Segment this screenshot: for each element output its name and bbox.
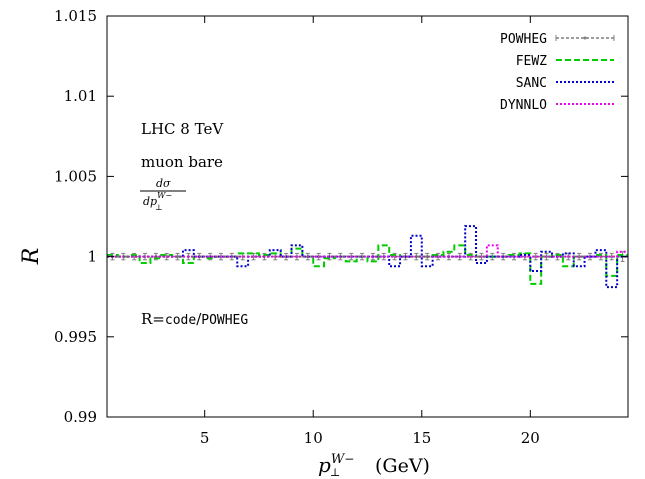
legend-label-sanc: SANC [516, 76, 547, 91]
legend-item-powheg: POWHEG [500, 32, 615, 47]
plot-frame [106, 15, 629, 418]
x-axis-label: pW− ⊥ (GeV) [318, 452, 430, 479]
annotation-selection: muon bare [141, 153, 223, 171]
legend-swatch-point [583, 36, 587, 40]
data-point [610, 255, 614, 258]
annotation-frac-numerator: dσ [156, 177, 171, 190]
series-layer [107, 225, 628, 289]
tick-labels: 5 10 15 20 0.99 0.995 1 1.005 1.01 1.015 [54, 7, 540, 447]
annotation-ratio-definition: R=code/POWHEG [141, 310, 248, 328]
x-tick-label: 10 [304, 429, 323, 447]
series-dynnlo [107, 244, 628, 258]
y-tick-label: 1.015 [54, 7, 97, 25]
y-tick-label: 0.995 [54, 328, 97, 346]
x-label-base: p [318, 453, 331, 477]
y-axis-label: R [19, 248, 44, 266]
y-tick-label: 1.005 [54, 167, 97, 185]
legend-label-fewz: FEWZ [516, 54, 547, 69]
legend: POWHEG FEWZ SANC DYNNLO [500, 32, 615, 113]
y-tick-label: 0.99 [64, 408, 97, 426]
annotation-frac-denominator: dpW− ⊥ [143, 191, 172, 212]
x-label-unit: (GeV) [375, 455, 430, 477]
series-line-fewz [107, 244, 628, 285]
legend-item-sanc: SANC [516, 76, 614, 91]
x-label-sub: ⊥ [330, 466, 340, 479]
x-label-sup: W [331, 452, 346, 467]
series-fewz [107, 244, 628, 285]
legend-label-dynnlo: DYNNLO [500, 98, 547, 113]
x-label-sup-sign: − [344, 452, 354, 466]
y-tick-label: 1 [87, 248, 97, 266]
legend-item-fewz: FEWZ [516, 54, 614, 69]
legend-label-powheg: POWHEG [500, 32, 547, 47]
annotation-collider: LHC 8 TeV [141, 120, 224, 138]
series-line-dynnlo [107, 244, 628, 258]
legend-item-dynnlo: DYNNLO [500, 98, 614, 113]
data-point [534, 255, 538, 258]
y-tick-label: 1.01 [64, 87, 97, 105]
x-tick-label: 5 [200, 429, 210, 447]
ticks-layer [107, 15, 628, 418]
annotations: LHC 8 TeV muon bare dσ dpW− ⊥ R=code/POWH… [140, 120, 248, 328]
x-tick-label: 20 [521, 429, 540, 447]
x-tick-label: 15 [412, 429, 431, 447]
